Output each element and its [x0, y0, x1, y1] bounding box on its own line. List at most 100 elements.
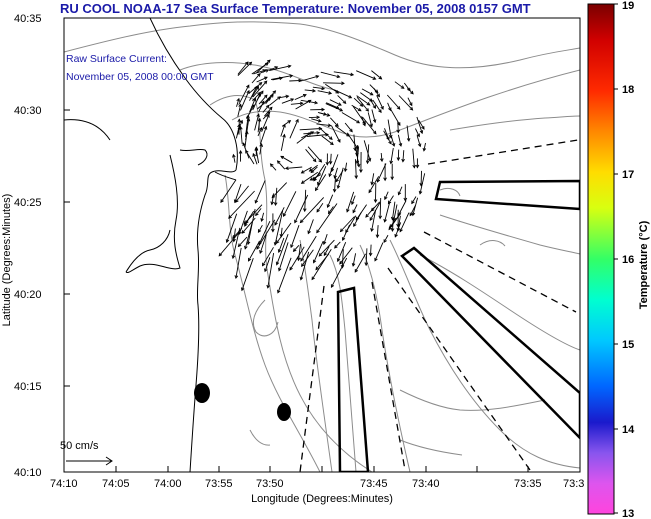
current-vector-head [277, 289, 281, 294]
x-tick: 73:3 [563, 478, 584, 490]
current-vector-head [355, 160, 360, 165]
current-vector-head [396, 223, 400, 228]
current-vector-head [262, 262, 266, 267]
current-vector-head [237, 243, 242, 248]
current-vector-head [312, 158, 317, 163]
current-vector-head [365, 160, 370, 165]
current-vector-head [259, 142, 264, 147]
current-vector [244, 215, 251, 227]
current-vector-head [282, 123, 286, 128]
current-vector-head [316, 131, 321, 135]
current-vector [244, 222, 253, 249]
current-vector-head [323, 252, 328, 257]
current-vector-head [328, 173, 332, 178]
current-vector [325, 83, 339, 94]
current-vector-head [307, 132, 312, 136]
current-vector [232, 154, 236, 163]
current-vector-head [314, 100, 319, 105]
current-vector-head [369, 217, 373, 222]
y-tick: 40:10 [14, 467, 42, 479]
current-vector-head [276, 160, 281, 164]
current-vector [242, 142, 250, 159]
current-vector-head [280, 155, 285, 160]
current-vector-head [289, 74, 294, 78]
colorbar-ticks [614, 3, 618, 514]
current-vector-head [269, 163, 274, 168]
current-vector [402, 150, 405, 162]
surface-current-vectors [218, 59, 427, 294]
current-vector-head [259, 126, 263, 131]
current-vector [258, 224, 263, 233]
current-vector [355, 204, 367, 221]
current-vector-head [292, 248, 297, 253]
current-vector [280, 124, 286, 137]
current-vector [376, 163, 387, 183]
y-tick: 40:20 [14, 289, 42, 301]
current-vector [367, 112, 373, 127]
current-vector-head [300, 170, 305, 174]
current-vector-head [341, 81, 345, 86]
x-tick: 74:05 [102, 478, 130, 490]
current-vector [276, 222, 292, 244]
current-vector [255, 148, 260, 164]
current-vector [383, 234, 389, 243]
current-vector-head [387, 200, 392, 205]
current-vector [299, 128, 322, 131]
current-vector-head [285, 94, 290, 99]
current-vector-head [307, 99, 312, 104]
current-vector [334, 176, 336, 192]
colorbar-tick: 13 [622, 508, 634, 519]
current-vector-head [337, 102, 342, 106]
current-vector-head [357, 107, 362, 112]
current-vector [299, 75, 319, 82]
current-vector-head [315, 266, 319, 271]
current-vector-head [256, 245, 260, 250]
y-axis-label: Latitude (Degrees:Minutes) [1, 194, 13, 327]
current-vector-head [336, 74, 341, 79]
current-label: Raw Surface Current: [66, 53, 167, 65]
current-vector [388, 214, 400, 230]
colorbar-tick: 15 [622, 339, 634, 351]
current-vector [248, 240, 261, 262]
current-vector-head [282, 213, 287, 218]
current-vector-head [369, 123, 373, 128]
current-vector [256, 76, 268, 83]
current-vector [320, 128, 333, 140]
current-vector-head [254, 147, 259, 152]
current-vector [264, 257, 271, 272]
current-vector-head [289, 266, 293, 271]
current-vector-head [333, 175, 338, 179]
current-vector [303, 132, 320, 135]
current-vector [371, 70, 382, 80]
current-vector [276, 234, 289, 265]
current-vector [262, 247, 274, 266]
current-vector-head [390, 228, 395, 232]
current-vector [267, 253, 275, 288]
current-vector-head [261, 100, 265, 105]
current-vector-head [266, 284, 271, 289]
current-vector [397, 134, 402, 147]
current-vector-head [314, 187, 319, 192]
current-vector-head [412, 164, 417, 169]
current-vector [290, 225, 300, 248]
current-vector-head [316, 229, 320, 234]
current-vector [391, 201, 396, 220]
current-vector-head [275, 240, 280, 244]
current-vector [372, 99, 382, 113]
current-vector [309, 164, 318, 172]
current-vector [265, 90, 276, 103]
current-vector [246, 104, 255, 120]
current-vector-head [257, 72, 261, 77]
current-vector-head [268, 106, 273, 111]
current-vector-head [300, 180, 305, 184]
current-vector [397, 200, 407, 217]
current-vector-head [353, 223, 357, 228]
current-vector [356, 70, 376, 80]
current-vector-head [302, 94, 307, 98]
current-vector-head [354, 268, 359, 273]
current-vector-head [378, 75, 383, 80]
current-vector [270, 163, 277, 171]
current-vector [249, 86, 258, 101]
current-vector [390, 109, 401, 126]
current-vector [307, 219, 314, 234]
